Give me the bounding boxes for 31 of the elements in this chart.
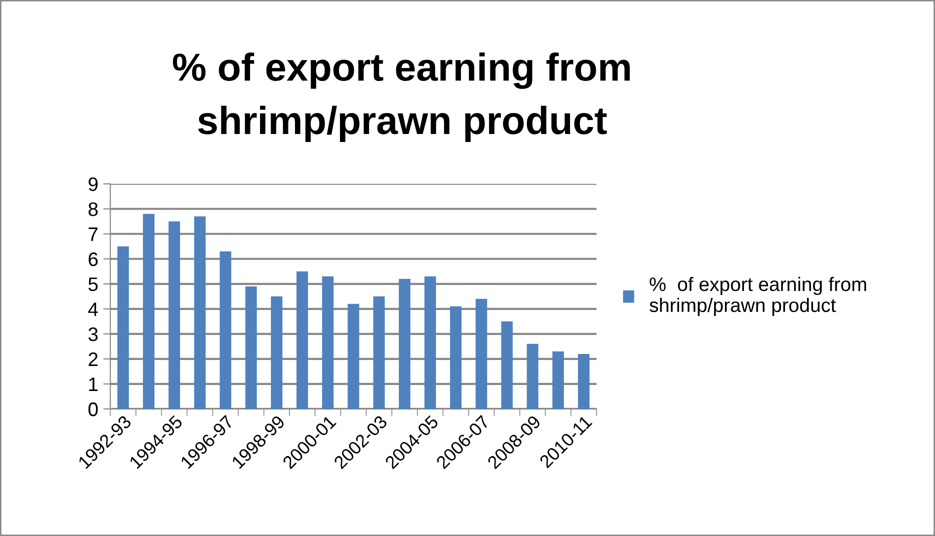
- y-tick-label: 1: [89, 378, 98, 391]
- y-tick-label: 3: [88, 327, 98, 342]
- bar: [142, 214, 154, 409]
- bar: [322, 276, 334, 409]
- bar: [424, 276, 436, 409]
- bar: [348, 304, 360, 409]
- bar: [552, 351, 564, 409]
- bar: [398, 278, 410, 409]
- y-tick-label: 4: [88, 302, 98, 316]
- bar: [117, 246, 129, 409]
- bar: [220, 251, 232, 409]
- bar: [450, 306, 462, 409]
- chart-title: % of export earning from shrimp/prawn product: [172, 52, 630, 142]
- bar: [296, 271, 308, 409]
- bar: [270, 296, 282, 409]
- y-tick-label: 5: [88, 278, 98, 292]
- y-tick-label: 8: [88, 202, 98, 216]
- y-tick-label: 6: [88, 252, 98, 266]
- bar: [476, 298, 488, 409]
- bar: [526, 344, 538, 409]
- bar: [578, 354, 590, 409]
- y-tick-label: 7: [88, 228, 98, 241]
- legend-label: % of export earning from shrimp/prawn product: [650, 276, 866, 316]
- bar: [373, 296, 385, 409]
- y-tick-label: 2: [88, 352, 98, 366]
- bar: [168, 221, 180, 409]
- bar: [501, 321, 513, 409]
- bar: [245, 286, 257, 409]
- bar: [194, 216, 206, 409]
- y-tick-label: 0: [88, 402, 98, 416]
- y-tick-label: 9: [88, 177, 98, 192]
